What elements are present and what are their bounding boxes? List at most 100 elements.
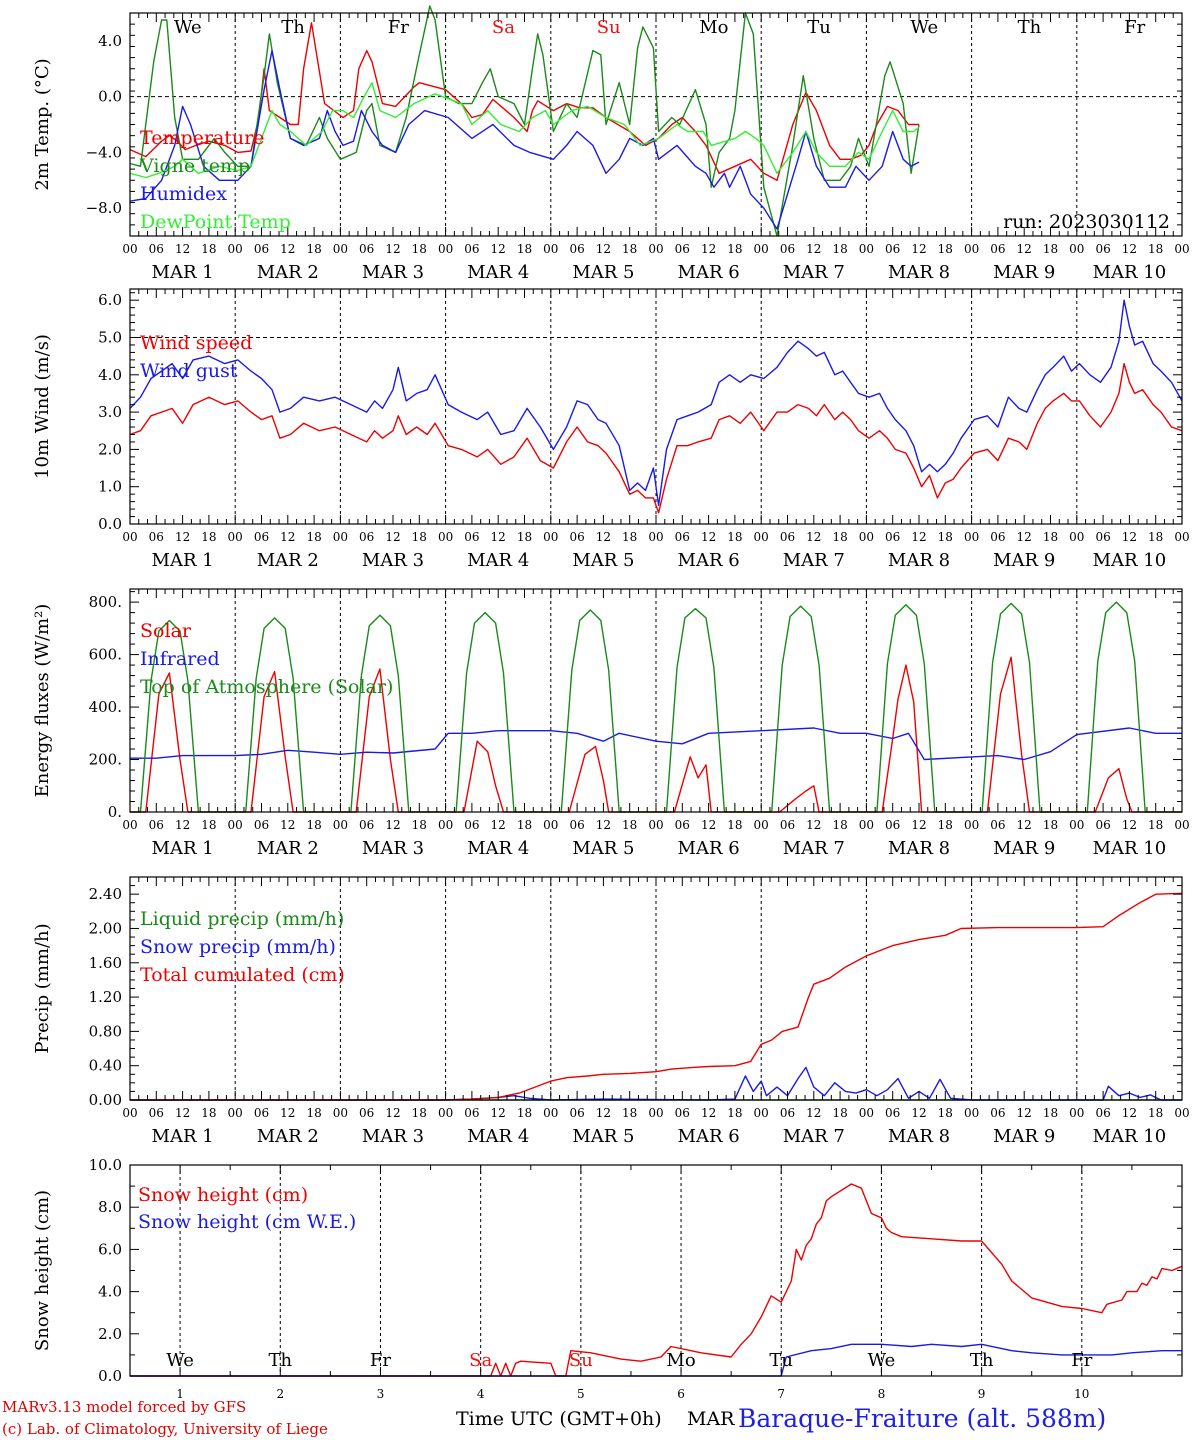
- p3-hour-label: 00: [543, 818, 558, 832]
- p3-hour-label: 12: [911, 818, 926, 832]
- p5-weekday-label: Mo: [666, 1350, 695, 1371]
- p2-hour-label: 18: [1043, 530, 1058, 544]
- p1-hour-label: 00: [122, 242, 137, 256]
- p4-legend-entry: Total cumulated (cm): [140, 964, 345, 986]
- p1-legend-entry: Humidex: [140, 183, 227, 205]
- p4-y-tick-label: 1.60: [89, 954, 122, 972]
- p5-y-tick-label: 2.0: [98, 1325, 122, 1343]
- p4-hour-label: 12: [385, 1106, 400, 1120]
- p2-y-tick-label: 5.0: [98, 328, 122, 346]
- p2-date-label: MAR 5: [572, 550, 634, 571]
- p4-hour-label: 06: [1095, 1106, 1110, 1120]
- p4-hour-label: 00: [648, 1106, 663, 1120]
- p4-hour-label: 12: [175, 1106, 190, 1120]
- p4-date-label: MAR 1: [152, 1126, 214, 1147]
- p1-series-3: [129, 49, 920, 230]
- p5-day-number: 5: [577, 1387, 585, 1401]
- p4-hour-label: 06: [780, 1106, 795, 1120]
- p2-hour-label: 18: [727, 530, 742, 544]
- p1-hour-label: 18: [1043, 242, 1058, 256]
- p4-hour-label: 12: [491, 1106, 506, 1120]
- p1-hour-label: 06: [464, 242, 479, 256]
- p1-hour-label: 18: [306, 242, 321, 256]
- p1-hour-label: 18: [201, 242, 216, 256]
- p2-hour-label: 18: [622, 530, 637, 544]
- p1-series-2: [129, 5, 920, 237]
- p3-hour-label: 18: [1148, 818, 1163, 832]
- p1-date-label: MAR 3: [362, 262, 424, 283]
- p2-hour-label: 00: [964, 530, 979, 544]
- frame-layer: [129, 12, 1183, 1377]
- p1-date-label: MAR 10: [1093, 262, 1167, 283]
- p3-hour-label: 06: [675, 818, 690, 832]
- p3-hour-label: 18: [727, 818, 742, 832]
- p2-date-label: MAR 8: [888, 550, 950, 571]
- p1-date-label: MAR 1: [152, 262, 214, 283]
- p4-hour-label: 06: [675, 1106, 690, 1120]
- p1-hour-label: 12: [175, 242, 190, 256]
- p1-weekday-label: Th: [1018, 17, 1042, 38]
- p1-hour-label: 06: [675, 242, 690, 256]
- p2-hour-label: 06: [359, 530, 374, 544]
- p3-hour-label: 00: [228, 818, 243, 832]
- p5-weekday-label: Fr: [1071, 1350, 1092, 1371]
- p2-hour-label: 12: [491, 530, 506, 544]
- p2-series-2: [129, 299, 1183, 506]
- p4-legend-entry: Liquid precip (mm/h): [140, 908, 344, 930]
- p1-hour-label: 06: [1095, 242, 1110, 256]
- p5-legend-entry: Snow height (cm W.E.): [138, 1211, 356, 1233]
- p4-hour-label: 18: [1043, 1106, 1058, 1120]
- p5-y-tick-label: 4.0: [98, 1283, 122, 1301]
- p1-weekday-label: Fr: [388, 17, 409, 38]
- p2-legend-entry: Wind speed: [140, 332, 252, 354]
- p2-hour-label: 18: [306, 530, 321, 544]
- p5-day-number: 10: [1074, 1387, 1089, 1401]
- p5-weekday-label: Tu: [769, 1350, 793, 1371]
- p4-hour-label: 12: [1122, 1106, 1137, 1120]
- p2-hour-label: 18: [517, 530, 532, 544]
- p5-day-number: 1: [176, 1387, 184, 1401]
- p1-hour-label: 18: [727, 242, 742, 256]
- p2-hour-label: 18: [1148, 530, 1163, 544]
- p1-hour-label: 00: [648, 242, 663, 256]
- p2-y-tick-label: 0.0: [98, 515, 122, 533]
- p4-date-label: MAR 3: [362, 1126, 424, 1147]
- p4-hour-label: 18: [938, 1106, 953, 1120]
- p1-date-label: MAR 4: [467, 262, 529, 283]
- p1-weekday-label: We: [174, 17, 202, 38]
- p3-hour-label: 18: [517, 818, 532, 832]
- p2-y-axis-title: 10m Wind (m/s): [32, 334, 53, 479]
- p4-hour-label: 00: [964, 1106, 979, 1120]
- p2-hour-label: 00: [543, 530, 558, 544]
- p4-hour-label: 06: [990, 1106, 1005, 1120]
- p1-weekday-label: Su: [597, 17, 621, 38]
- p1-hour-label: 00: [333, 242, 348, 256]
- p4-hour-label: 12: [1017, 1106, 1032, 1120]
- p5-weekday-label: Sa: [469, 1350, 492, 1371]
- p2-hour-label: 06: [254, 530, 269, 544]
- p1-hour-label: 12: [385, 242, 400, 256]
- p3-date-label: MAR 7: [783, 838, 845, 859]
- p3-hour-label: 18: [201, 818, 216, 832]
- p5-day-number: 9: [978, 1387, 986, 1401]
- p4-legend-entry: Snow precip (mm/h): [140, 936, 336, 958]
- p2-date-label: MAR 3: [362, 550, 424, 571]
- p3-date-label: MAR 1: [152, 838, 214, 859]
- p5-y-tick-label: 0.0: [98, 1367, 122, 1385]
- p2-date-label: MAR 4: [467, 550, 529, 571]
- p3-hour-label: 12: [385, 818, 400, 832]
- p3-date-label: MAR 4: [467, 838, 529, 859]
- p3-hour-label: 12: [175, 818, 190, 832]
- p3-hour-label: 00: [648, 818, 663, 832]
- p3-y-tick-label: 200.: [89, 751, 122, 769]
- p3-hour-label: 12: [701, 818, 716, 832]
- p2-hour-label: 12: [1122, 530, 1137, 544]
- p4-hour-label: 18: [832, 1106, 847, 1120]
- p2-hour-label: 00: [754, 530, 769, 544]
- text-layer: −8.0−4.00.04.02m Temp. (°C)00 06 12 18 00 06 1…: [32, 17, 1190, 1401]
- p1-hour-label: 00: [228, 242, 243, 256]
- p3-hour-label: 18: [306, 818, 321, 832]
- p5-day-number: 3: [377, 1387, 385, 1401]
- p5-legend-entry: Snow height (cm): [138, 1184, 308, 1206]
